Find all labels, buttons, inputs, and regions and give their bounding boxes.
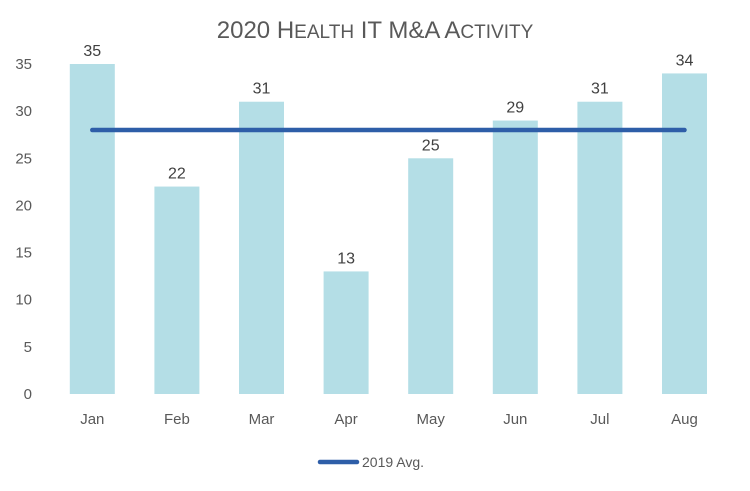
data-label: 34 bbox=[676, 52, 694, 69]
bar-jun bbox=[492, 120, 538, 395]
x-tick-label: May bbox=[417, 411, 446, 428]
data-label: 22 bbox=[168, 166, 186, 183]
legend-label: 2019 Avg. bbox=[362, 454, 424, 470]
bar-apr bbox=[323, 271, 369, 394]
x-tick-label: Apr bbox=[334, 411, 357, 428]
x-tick-label: Feb bbox=[164, 411, 190, 428]
y-tick-label: 5 bbox=[24, 339, 32, 356]
data-label: 29 bbox=[506, 100, 524, 117]
chart-title: 2020 HEALTH IT M&A ACTIVITY bbox=[217, 17, 534, 44]
x-tick-label: Jan bbox=[80, 411, 104, 428]
x-tick-label: Jun bbox=[503, 411, 527, 428]
x-tick-label: Mar bbox=[249, 411, 275, 428]
y-tick-label: 20 bbox=[15, 197, 32, 214]
bar-feb bbox=[154, 186, 200, 394]
y-tick-label: 15 bbox=[15, 245, 32, 262]
data-label: 25 bbox=[422, 137, 440, 154]
data-label: 13 bbox=[337, 250, 355, 267]
data-label: 31 bbox=[591, 81, 609, 98]
y-tick-label: 0 bbox=[24, 386, 32, 403]
bar-jan bbox=[69, 64, 115, 394]
y-tick-label: 30 bbox=[15, 103, 32, 120]
bar-aug bbox=[662, 73, 707, 394]
y-tick-label: 25 bbox=[15, 150, 32, 167]
data-label: 35 bbox=[83, 43, 101, 60]
bar-may bbox=[408, 158, 454, 394]
data-label: 31 bbox=[253, 81, 271, 98]
x-tick-label: Aug bbox=[671, 411, 698, 428]
y-tick-label: 35 bbox=[15, 56, 32, 73]
bar-mar bbox=[239, 101, 284, 394]
y-tick-label: 10 bbox=[15, 292, 32, 309]
bar-jul bbox=[577, 101, 623, 394]
x-tick-label: Jul bbox=[590, 411, 609, 428]
